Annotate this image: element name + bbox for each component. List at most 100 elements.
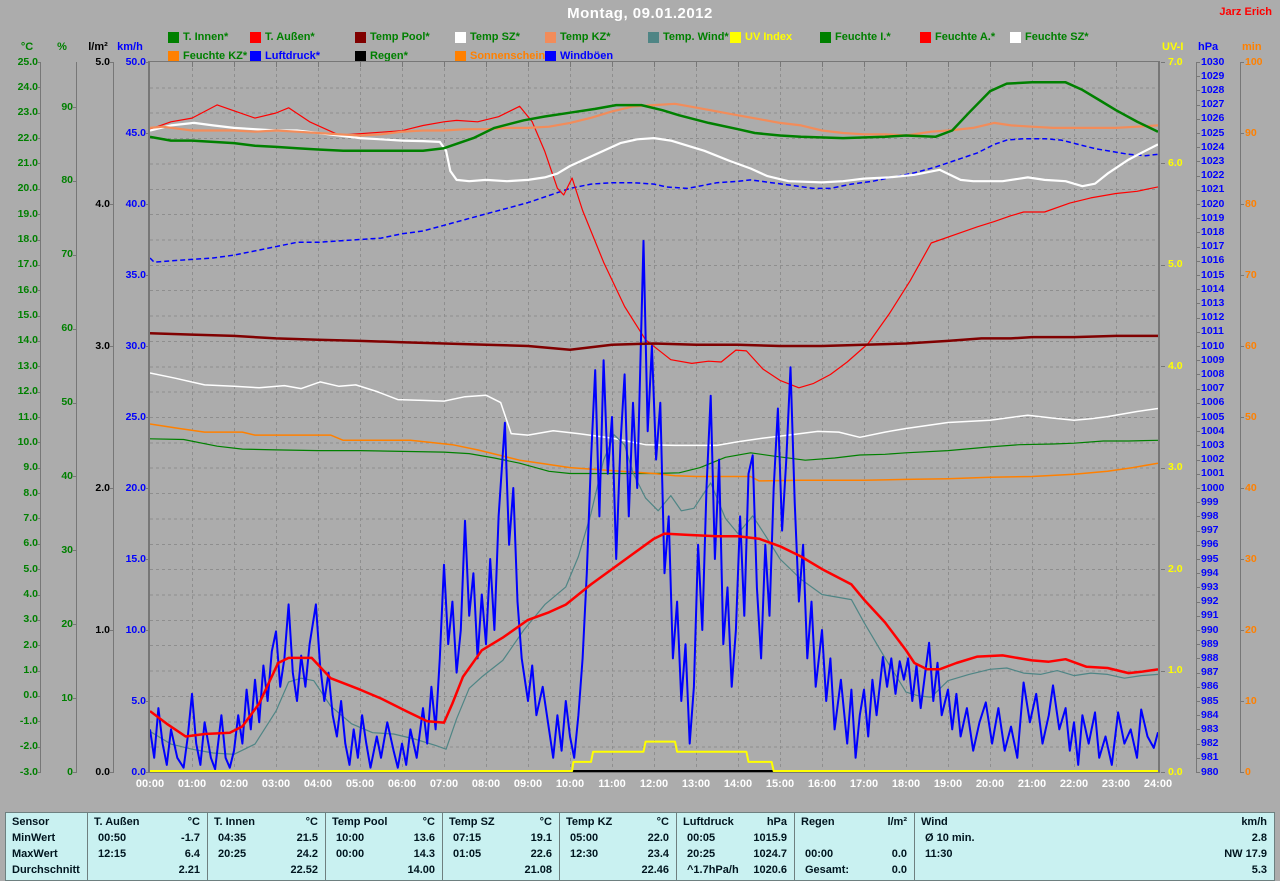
table-header-row: T. Außen °C [88, 813, 207, 830]
x-tick-label: 14:00 [723, 778, 753, 790]
x-tick-label: 10:00 [555, 778, 585, 790]
tick-label-pct: 60 [61, 322, 73, 335]
value-number: 0.0 [891, 864, 907, 876]
tick-mark [110, 630, 114, 631]
tick-label-c: 20.0 [17, 182, 38, 195]
table-row-labels: Sensor MinWert MaxWert Durchschnitt [6, 813, 87, 880]
row-label: MinWert [12, 832, 56, 844]
table-row: 2.21 [88, 862, 207, 878]
tick-mark [37, 569, 41, 571]
tick-label-hpa: 1005 [1201, 410, 1225, 423]
tick-mark [1161, 569, 1165, 571]
tick-mark [1196, 175, 1200, 177]
legend-swatch-icon [455, 51, 466, 62]
table-row: 20:25 24.2 [208, 846, 325, 862]
legend-item-t-au-en-: T. Außen* [250, 31, 315, 44]
tick-mark [37, 619, 41, 621]
tick-mark [1240, 772, 1244, 773]
tick-mark [1240, 630, 1244, 631]
value-number: 24.2 [296, 848, 318, 860]
sensor-name: Wind [921, 816, 948, 828]
x-tick-label: 22:00 [1059, 778, 1089, 790]
tick-label-c: 10.0 [17, 435, 38, 448]
tick-mark [1196, 729, 1200, 731]
legend-item-t-innen-: T. Innen* [168, 31, 228, 44]
tick-label-c: 18.0 [17, 233, 38, 245]
value-time [326, 862, 386, 878]
legend-swatch-icon [920, 32, 931, 43]
table-row: 01:05 22.6 [443, 846, 559, 862]
tick-mark [1161, 670, 1165, 672]
tick-label-hpa: 998 [1201, 509, 1219, 522]
tick-mark [1196, 701, 1200, 702]
table-group-temp-kz: Temp KZ °C 05:00 22.0 12:30 23.4 22.46 [559, 813, 676, 880]
value-number: 2.21 [178, 864, 200, 876]
series-luftdruck [150, 137, 1158, 263]
tick-mark [1161, 163, 1165, 165]
tick-label-hpa: 1011 [1201, 325, 1224, 338]
tick-label-c: 9.0 [23, 461, 38, 474]
tick-mark [1196, 204, 1200, 205]
legend-label: Sonnenschein [470, 50, 546, 62]
tick-mark [1196, 502, 1200, 504]
value-number: 23.4 [647, 848, 669, 860]
tick-label-uv: 4.0 [1168, 359, 1183, 372]
x-tick-label: 21:00 [1017, 778, 1047, 790]
tick-label-hpa: 1023 [1201, 154, 1225, 167]
value-time: 10:00 [336, 832, 365, 844]
tick-mark [37, 214, 41, 216]
sensor-unit: °C [422, 816, 435, 828]
x-tick-label: 17:00 [849, 778, 879, 790]
value-time: 07:15 [453, 832, 482, 844]
legend-item-temp-wind-: Temp. Wind* [648, 31, 729, 44]
tick-mark [1196, 402, 1200, 404]
tick-label-c: -1.0 [19, 714, 38, 727]
sensor-unit: °C [187, 816, 200, 828]
tick-label-hpa: 1030 [1201, 55, 1225, 68]
tick-mark [1196, 275, 1200, 276]
table-row: 00:05 1015.9 [677, 830, 794, 846]
tick-mark [37, 391, 41, 393]
tick-label-hpa: 1000 [1201, 481, 1225, 494]
table-row: ^1.7hPa/h 1020.6 [677, 862, 794, 878]
tick-label-c: 4.0 [23, 588, 38, 600]
row-label: Sensor [12, 816, 50, 828]
tick-label-hpa: 1020 [1201, 197, 1225, 210]
sensor-name: T. Außen [94, 816, 140, 828]
tick-label-c: -2.0 [19, 740, 38, 753]
tick-label-c: 0.0 [23, 689, 38, 702]
tick-label-hpa: 1004 [1201, 424, 1225, 437]
tick-mark [1196, 104, 1200, 106]
tick-mark [1196, 417, 1200, 418]
table-row: Durchschnitt [6, 862, 87, 878]
tick-mark [73, 698, 77, 700]
tick-label-hpa: 1006 [1201, 396, 1225, 409]
tick-mark [1161, 366, 1165, 368]
table-header-row: Temp Pool °C [326, 813, 442, 830]
tick-label-hpa: 1003 [1201, 438, 1225, 451]
tick-label-min: 70 [1245, 268, 1257, 281]
tick-mark [1240, 701, 1244, 702]
x-tick-label: 02:00 [219, 778, 249, 790]
table-header-row: Temp KZ °C [560, 813, 676, 830]
tick-label-hpa: 1015 [1201, 268, 1225, 281]
tick-label-c: 23.0 [17, 106, 38, 119]
table-group-t-innen: T. Innen °C 04:35 21.5 20:25 24.2 22.52 [207, 813, 325, 880]
chart-plot[interactable] [148, 61, 1160, 773]
value-time [795, 830, 856, 846]
table-row: Ø 10 min. 2.8 [915, 830, 1274, 846]
tick-label-pct: 70 [61, 248, 73, 261]
value-number: 5.3 [1251, 864, 1267, 876]
tick-mark [1196, 757, 1200, 759]
table-header-row: Wind km/h [915, 813, 1274, 830]
tick-mark [37, 594, 41, 596]
value-number: 14.3 [413, 848, 435, 860]
tick-label-pct: 90 [61, 100, 73, 113]
table-header-row: T. Innen °C [208, 813, 325, 830]
tick-label-kmh: 5.0 [131, 694, 146, 707]
tick-mark [1240, 488, 1244, 489]
tick-mark [1196, 601, 1200, 603]
tick-label-lm2: 1.0 [95, 623, 110, 636]
sensor-name: Temp SZ [449, 816, 495, 828]
axis-unit-pct: % [57, 41, 67, 53]
